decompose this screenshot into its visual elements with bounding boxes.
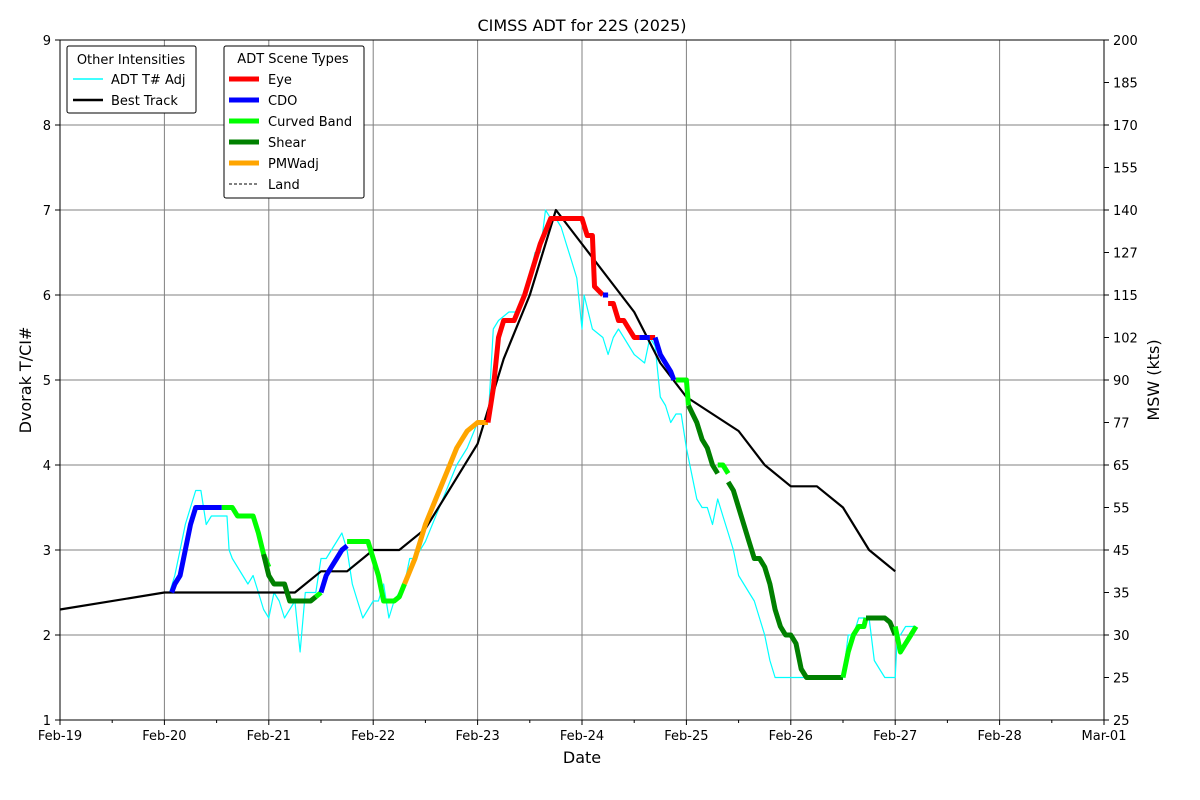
y-left-tick-label: 7: [43, 204, 51, 219]
series-line-best-track: [59, 208, 896, 611]
legend-label-pmwadj: PMWadj: [268, 157, 319, 172]
legend-box: [66, 45, 197, 114]
x-tick-label: Feb-22: [351, 729, 395, 744]
legend-label-eye: Eye: [268, 73, 292, 88]
y-right-tick-label: 155: [1113, 162, 1138, 177]
x-tick-label: Feb-24: [560, 729, 604, 744]
y-right-tick-label: 25: [1113, 714, 1130, 729]
x-tick-label: Feb-27: [873, 729, 917, 744]
legend-label-adt: ADT T# Adj: [111, 73, 185, 88]
y-left-tick-label: 5: [43, 374, 51, 389]
y-left-tick-label: 1: [43, 714, 51, 729]
y-right-tick-label: 77: [1113, 417, 1130, 432]
series-line-curved-band: [840, 617, 869, 678]
y-left-tick-label: 3: [43, 544, 51, 559]
x-tick-label: Feb-20: [142, 729, 186, 744]
series-line-shear: [726, 480, 843, 680]
y-right-tick-label: 115: [1113, 289, 1138, 304]
legend-label-shear: Shear: [268, 136, 306, 151]
x-tick-label: Mar-01: [1082, 729, 1127, 744]
y-right-tick-label: 200: [1113, 34, 1138, 49]
series-line-shear: [866, 615, 898, 636]
y-axis-left-label: Dvorak T/CI#: [16, 327, 35, 434]
y-left-tick-label: 8: [43, 119, 51, 134]
x-tick-label: Feb-26: [769, 729, 813, 744]
x-tick-label: Feb-19: [38, 729, 82, 744]
y-right-tick-label: 45: [1113, 544, 1130, 559]
x-tick-label: Feb-23: [455, 729, 499, 744]
series-line-eye: [485, 216, 605, 423]
legend-box: [223, 45, 365, 199]
series-line-eye: [608, 301, 640, 340]
y-right-tick-label: 25: [1113, 672, 1130, 687]
y-right-tick-label: 140: [1113, 204, 1138, 219]
series-line-curved-band: [676, 377, 691, 406]
legend-title: Other Intensities: [77, 53, 186, 68]
y-right-tick-label: 102: [1113, 332, 1138, 347]
y-left-tick-label: 6: [43, 289, 51, 304]
x-tick-label: Feb-28: [977, 729, 1021, 744]
legend-label-best-track: Best Track: [111, 94, 178, 109]
chart-title: CIMSS ADT for 22S (2025): [477, 16, 686, 35]
grid-lines: [60, 40, 1104, 720]
legend-scene-types: ADT Scene Types Eye CDO Curved Band Shea…: [223, 45, 365, 199]
y-left-tick-label: 4: [43, 459, 51, 474]
series-line-cdo: [169, 505, 222, 594]
series-line-shear: [686, 404, 720, 475]
y-right-tick-label: 35: [1113, 587, 1130, 602]
series-layer: [59, 208, 919, 680]
y-axis-right-label: MSW (kts): [1144, 339, 1163, 420]
legend-label-land: Land: [268, 178, 300, 193]
y-left-tick-label: 9: [43, 34, 51, 49]
x-axis-ticks: Feb-19 Feb-20 Feb-21 Feb-22 Feb-23 Feb-24 Feb-…: [38, 720, 1127, 744]
y-right-tick-label: 55: [1113, 502, 1130, 517]
series-line-adt-t-adj: [169, 209, 917, 679]
series-line-curved-band: [892, 625, 919, 655]
series-line-cdo: [318, 543, 349, 594]
series-line-curved-band: [717, 462, 731, 475]
series-line-shear: [261, 553, 318, 604]
legend-title: ADT Scene Types: [237, 52, 349, 67]
series-line-cdo: [652, 336, 677, 381]
legend-other-intensities: Other Intensities ADT T# Adj Best Track: [66, 45, 197, 114]
y-right-tick-label: 30: [1113, 629, 1130, 644]
y-right-tick-label: 65: [1113, 459, 1130, 474]
series-line-pmwadj: [402, 420, 488, 585]
legend-label-curved-band: Curved Band: [268, 115, 352, 130]
series-line-curved-band: [347, 539, 407, 604]
y-right-tick-label: 170: [1113, 119, 1138, 134]
y-axis-right-ticks: 25 25 30 35 45 55 65 77 90 102 115 127 140 155 170 185 2…: [1104, 34, 1138, 729]
y-right-tick-label: 185: [1113, 77, 1138, 92]
series-line-curved-band: [314, 590, 323, 599]
x-tick-label: Feb-25: [664, 729, 708, 744]
y-right-tick-label: 90: [1113, 374, 1130, 389]
x-tick-label: Feb-21: [247, 729, 291, 744]
y-left-tick-label: 2: [43, 629, 51, 644]
legend-label-cdo: CDO: [268, 94, 297, 109]
y-right-tick-label: 127: [1113, 247, 1138, 262]
x-axis-label: Date: [563, 748, 601, 767]
y-axis-left-ticks: 1 2 3 4 5 6 7 8 9: [43, 34, 60, 729]
